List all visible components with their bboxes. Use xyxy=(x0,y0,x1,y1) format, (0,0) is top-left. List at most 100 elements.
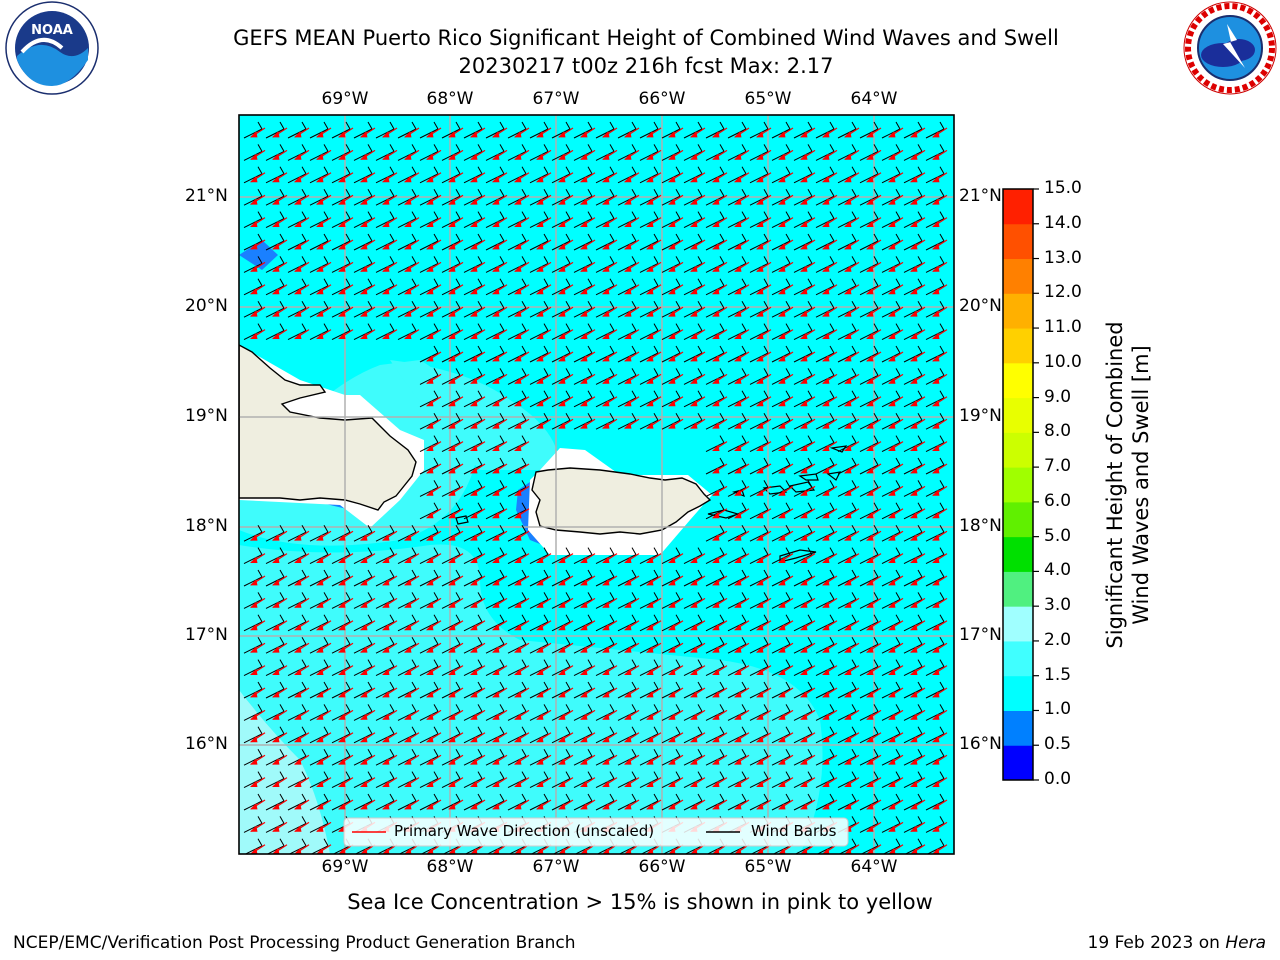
wave-direction-arrow xyxy=(932,441,948,452)
wave-direction-arrow xyxy=(492,732,508,743)
wave-direction-arrow xyxy=(382,687,398,698)
wind-barb xyxy=(705,726,725,744)
wave-direction-arrow xyxy=(426,194,442,205)
wave-direction-arrow xyxy=(822,777,838,788)
wind-barb xyxy=(595,390,615,408)
wind-barb xyxy=(287,816,307,833)
wave-direction-arrow xyxy=(624,777,640,788)
wave-direction-arrow xyxy=(690,172,706,183)
wave-direction-arrow xyxy=(624,754,640,765)
wind-barb xyxy=(419,300,439,318)
wind-barb xyxy=(859,547,879,565)
wave-direction-arrow xyxy=(338,620,354,631)
wave-direction-arrow xyxy=(756,463,772,474)
wind-barb xyxy=(441,793,461,811)
wave-direction-arrow xyxy=(316,709,332,720)
wind-barb xyxy=(331,704,351,721)
wind-barb xyxy=(903,771,923,789)
wind-barb xyxy=(793,256,813,273)
wind-barb xyxy=(375,659,395,677)
wave-direction-arrow xyxy=(558,777,574,788)
wind-barb xyxy=(837,300,857,318)
wave-direction-arrow xyxy=(580,709,596,720)
wind-barb xyxy=(243,144,263,161)
wind-barb xyxy=(507,412,527,430)
wind-barb xyxy=(573,771,593,789)
wind-barb xyxy=(881,704,901,721)
wave-direction-arrow xyxy=(668,127,684,138)
wave-direction-arrow xyxy=(844,373,860,384)
wind-barb xyxy=(749,323,769,341)
wave-direction-arrow xyxy=(426,329,442,340)
wind-barb xyxy=(925,412,945,430)
wave-direction-arrow xyxy=(844,396,860,407)
wave-direction-arrow xyxy=(536,687,552,698)
wind-barb xyxy=(419,681,439,699)
wind-barb xyxy=(551,569,571,587)
wave-direction-arrow xyxy=(448,553,464,564)
wind-barb xyxy=(771,547,791,565)
wave-direction-arrow xyxy=(624,306,640,317)
wind-barb xyxy=(463,726,483,744)
wave-direction-arrow xyxy=(690,799,706,810)
wind-barb xyxy=(903,748,923,766)
wind-barb xyxy=(441,704,461,721)
wind-barb xyxy=(485,188,505,206)
wind-barb xyxy=(595,144,615,161)
wind-barb xyxy=(749,524,769,542)
wave-direction-arrow xyxy=(712,642,728,653)
wave-direction-arrow xyxy=(602,732,618,743)
wave-direction-arrow xyxy=(492,284,508,295)
wind-barb xyxy=(837,681,857,699)
wind-barb xyxy=(243,793,263,811)
wind-barb xyxy=(639,748,659,766)
wind-barb xyxy=(375,726,395,744)
wave-direction-arrow xyxy=(338,553,354,564)
wind-barb xyxy=(419,636,439,654)
wave-direction-arrow xyxy=(800,127,816,138)
wind-barb xyxy=(353,793,373,811)
wave-direction-arrow xyxy=(316,620,332,631)
hispaniola-land xyxy=(239,344,417,511)
wave-direction-arrow xyxy=(492,777,508,788)
wind-barb xyxy=(551,614,571,632)
wave-direction-arrow xyxy=(712,485,728,496)
wave-direction-arrow xyxy=(426,575,442,586)
wind-barb xyxy=(815,547,835,565)
wind-barb xyxy=(661,569,681,587)
wave-direction-arrow xyxy=(602,127,618,138)
wave-direction-arrow xyxy=(910,508,926,519)
wind-barb xyxy=(661,412,681,430)
wave-direction-arrow xyxy=(426,418,442,429)
wind-barb xyxy=(859,748,879,766)
wind-barb xyxy=(309,771,329,789)
wind-barb xyxy=(815,345,835,363)
wave-direction-arrow xyxy=(272,261,288,272)
wave-direction-arrow xyxy=(822,194,838,205)
wave-direction-arrow xyxy=(800,485,816,496)
wind-barb xyxy=(287,233,307,251)
wave-direction-arrow xyxy=(426,239,442,250)
wave-direction-arrow xyxy=(470,373,486,384)
wave-direction-arrow xyxy=(910,217,926,228)
wind-barb xyxy=(617,412,637,430)
wave-direction-arrow xyxy=(404,530,420,541)
wind-barb xyxy=(529,793,549,811)
wave-direction-arrow xyxy=(778,463,794,474)
wind-barb xyxy=(683,188,703,206)
wave-direction-arrow xyxy=(932,709,948,720)
wind-barb xyxy=(529,166,549,184)
wind-barb xyxy=(573,726,593,744)
wind-barb xyxy=(617,748,637,766)
wave-direction-arrow xyxy=(844,709,860,720)
wave-direction-arrow xyxy=(712,687,728,698)
wave-direction-arrow xyxy=(932,284,948,295)
colorbar-segment xyxy=(1003,397,1033,433)
wave-direction-arrow xyxy=(668,709,684,720)
wave-direction-arrow xyxy=(888,418,904,429)
wind-barb xyxy=(397,256,417,273)
wind-barb xyxy=(463,569,483,587)
wind-barb xyxy=(749,614,769,632)
wind-barb xyxy=(639,278,659,296)
wind-barb xyxy=(617,390,637,408)
